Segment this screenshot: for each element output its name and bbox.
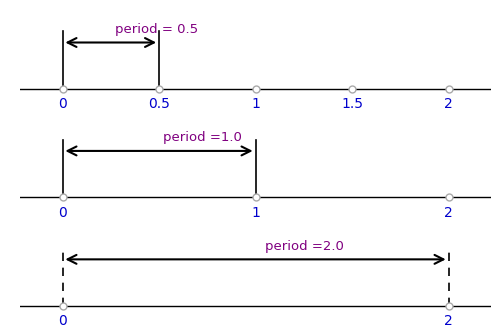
Text: 1: 1: [251, 206, 260, 220]
Text: 0: 0: [58, 206, 67, 220]
Text: 2: 2: [444, 97, 453, 111]
Text: period =2.0: period =2.0: [265, 240, 344, 253]
Text: period = 0.5: period = 0.5: [115, 23, 198, 36]
Text: 0.5: 0.5: [148, 97, 170, 111]
Text: 1.5: 1.5: [341, 97, 363, 111]
Text: period =1.0: period =1.0: [163, 131, 242, 144]
Text: 0: 0: [58, 97, 67, 111]
Text: 0: 0: [58, 314, 67, 328]
Text: 1: 1: [251, 97, 260, 111]
Text: 2: 2: [444, 314, 453, 328]
Text: 2: 2: [444, 206, 453, 220]
